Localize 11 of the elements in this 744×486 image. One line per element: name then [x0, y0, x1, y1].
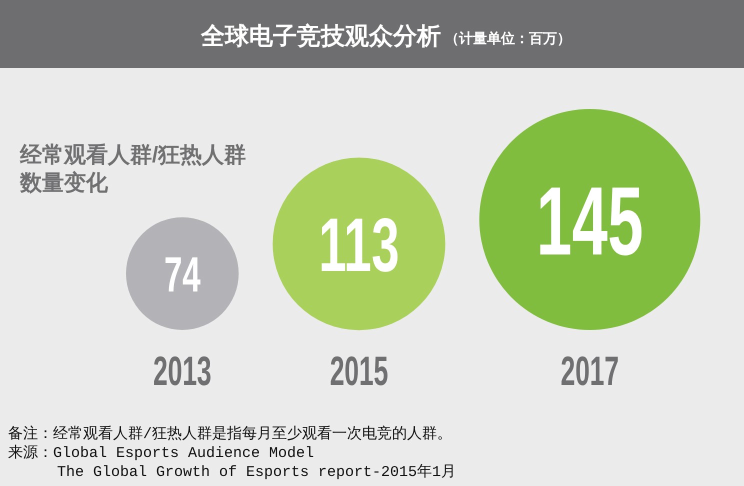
- text: 经常观看人群/狂热人群数量变化: [19, 142, 246, 195]
- data-label: 113: [318, 202, 400, 288]
- data-label: 74: [164, 246, 202, 302]
- source-note: 来源：Global Esports Audience Model The Global Growth of Esports report-2015年1月: [8, 444, 456, 481]
- chart-subtitle: （计量单位：百万）: [445, 30, 571, 46]
- data-label: 145: [536, 167, 644, 276]
- chart-title: 全球电子竞技观众分析: [200, 23, 441, 50]
- x-tick-label: 2013: [153, 349, 212, 395]
- x-tick-label: 2015: [330, 349, 388, 395]
- x-tick-label: 2017: [560, 349, 619, 395]
- text: 备注：经常观看人群/狂热人群是指每月至少观看一次电竞的人群。: [8, 425, 452, 443]
